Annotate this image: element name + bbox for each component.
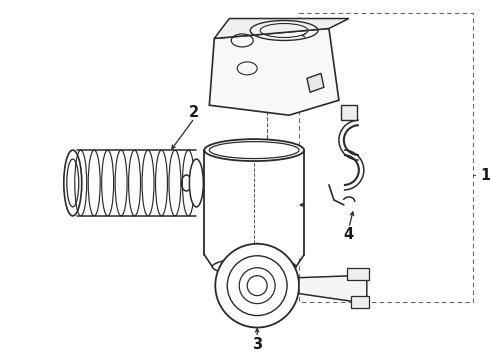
Bar [347, 268, 369, 280]
Text: 3: 3 [252, 337, 262, 352]
Circle shape [215, 244, 299, 328]
Ellipse shape [189, 159, 203, 207]
Bar [351, 296, 369, 307]
Bar [73, 150, 196, 216]
Polygon shape [341, 105, 357, 120]
Ellipse shape [212, 258, 296, 275]
Ellipse shape [64, 150, 82, 216]
Text: 4: 4 [344, 227, 354, 242]
Polygon shape [214, 18, 349, 39]
Text: 1: 1 [480, 167, 490, 183]
Ellipse shape [181, 175, 192, 191]
Polygon shape [209, 28, 339, 115]
Bar [204, 150, 304, 255]
Polygon shape [307, 73, 324, 92]
Bar [299, 13, 473, 302]
Polygon shape [299, 276, 367, 302]
Ellipse shape [204, 139, 304, 161]
Text: 2: 2 [189, 105, 199, 120]
